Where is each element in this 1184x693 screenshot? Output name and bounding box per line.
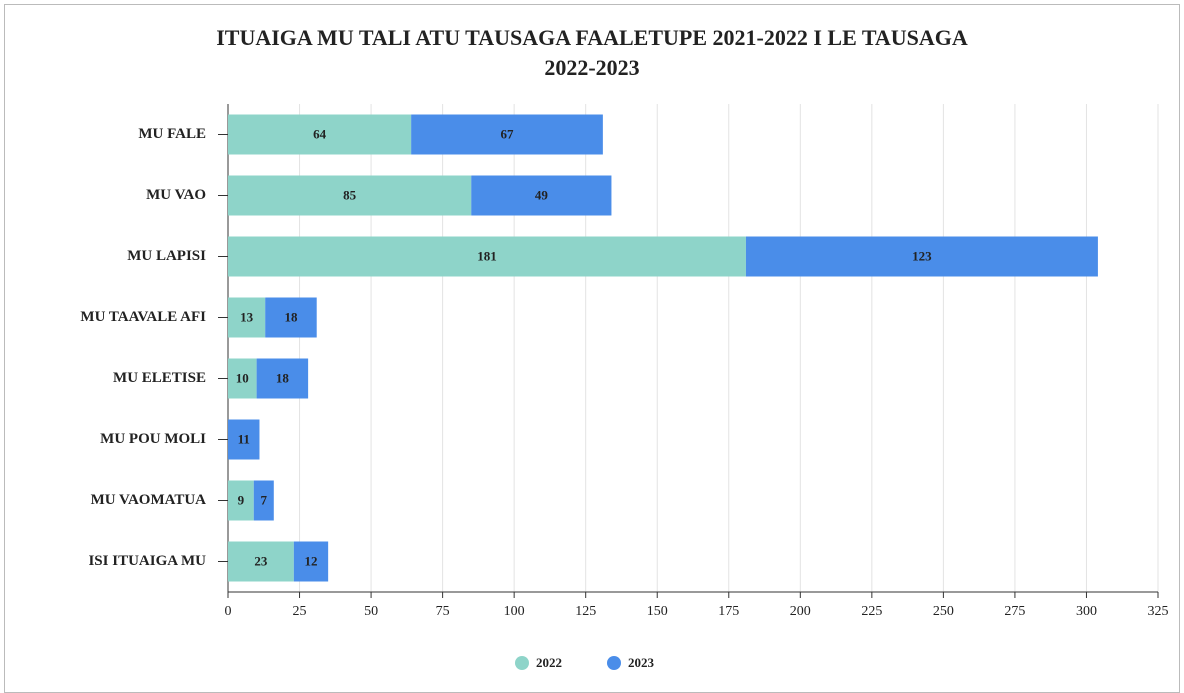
y-tick-label: MU LAPISI [127, 248, 206, 264]
x-tick-label: 300 [1076, 604, 1097, 619]
y-tick-label: MU VAO [146, 187, 206, 203]
bar-segment [256, 358, 309, 399]
legend-swatch [515, 656, 529, 670]
x-tick-label: 25 [293, 604, 307, 619]
legend-label: 2023 [628, 655, 655, 670]
x-tick-label: 50 [364, 604, 378, 619]
x-tick-label: 275 [1004, 604, 1025, 619]
data-label: 85 [343, 187, 357, 202]
bar-segment [228, 175, 472, 216]
chart-title: ITUAIGA MU TALI ATU TAUSAGA FAALETUPE 20… [216, 25, 968, 50]
bar-segment [471, 175, 612, 216]
x-tick-label: 75 [436, 604, 450, 619]
bar-segment [265, 297, 317, 338]
data-label: 7 [261, 492, 268, 507]
bar-segment [228, 236, 746, 277]
data-label: 181 [477, 248, 497, 263]
x-tick-label: 200 [790, 604, 811, 619]
bar-segment [228, 480, 254, 521]
legend-label: 2022 [536, 655, 562, 670]
legend-swatch [607, 656, 621, 670]
data-label: 13 [240, 309, 254, 324]
data-label: 23 [254, 553, 268, 568]
data-label: 18 [284, 309, 298, 324]
bar-segment [228, 297, 266, 338]
y-tick-label: MU ELETISE [113, 370, 206, 386]
x-tick-label: 150 [647, 604, 668, 619]
y-tick-label: ISI ITUAIGA MU [88, 553, 206, 569]
chart-title: 2022-2023 [544, 55, 639, 80]
bar-segment [228, 358, 257, 399]
data-label: 12 [304, 553, 317, 568]
x-tick-label: 125 [575, 604, 596, 619]
data-label: 11 [238, 431, 250, 446]
x-tick-label: 225 [861, 604, 882, 619]
bar-segment [293, 541, 329, 582]
y-tick-label: MU VAOMATUA [91, 492, 207, 508]
data-label: 10 [236, 370, 249, 385]
data-label: 9 [238, 492, 245, 507]
bar-segment [228, 114, 412, 155]
data-label: 64 [313, 126, 327, 141]
frame [4, 4, 1180, 693]
y-tick-label: MU POU MOLI [100, 431, 206, 447]
x-tick-label: 100 [504, 604, 525, 619]
x-tick-label: 0 [225, 604, 232, 619]
bar-segment [253, 480, 274, 521]
data-label: 18 [276, 370, 290, 385]
data-label: 49 [535, 187, 549, 202]
y-tick-label: MU FALE [138, 126, 206, 142]
bar-segment [228, 541, 294, 582]
data-label: 123 [912, 248, 932, 263]
x-tick-label: 325 [1148, 604, 1169, 619]
y-tick-label: MU TAAVALE AFI [80, 309, 206, 325]
bar-segment [411, 114, 603, 155]
data-label: 67 [501, 126, 515, 141]
x-tick-label: 175 [718, 604, 739, 619]
bar-segment [745, 236, 1098, 277]
x-tick-label: 250 [933, 604, 954, 619]
bar-segment [228, 419, 260, 460]
